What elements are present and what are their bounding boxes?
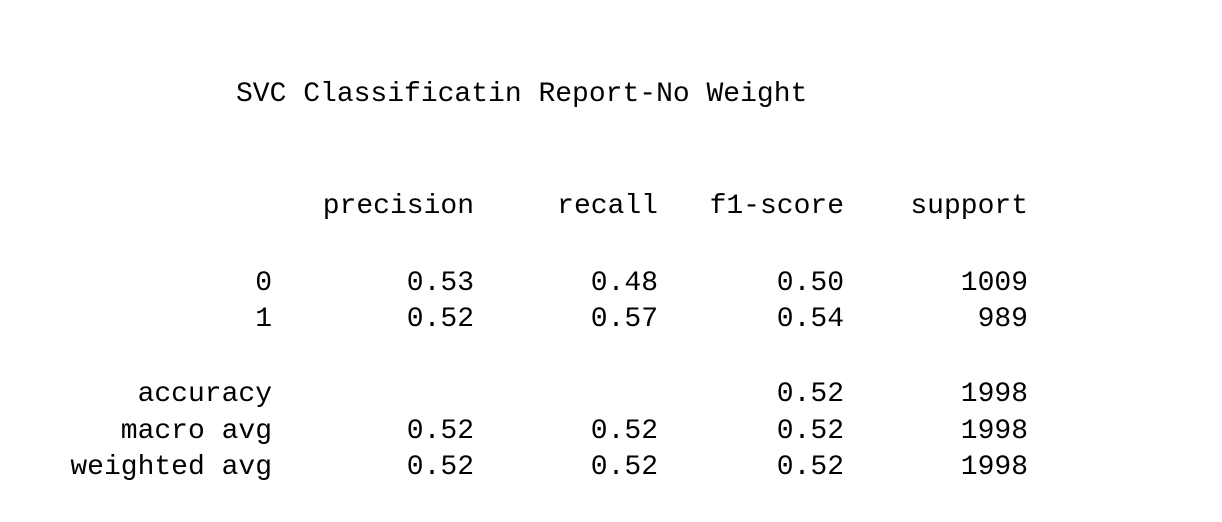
cell-precision: 0.53 [406, 268, 474, 299]
row-label: 0 [255, 268, 272, 299]
cell-f1-score: 0.52 [776, 379, 844, 410]
cell-f1-score: 0.54 [776, 304, 844, 335]
cell-support: 1998 [960, 379, 1028, 410]
cell-f1-score: 0.50 [776, 268, 844, 299]
cell-support: 1009 [960, 268, 1028, 299]
row-label: accuracy [137, 379, 272, 410]
cell-recall: 0.48 [590, 268, 658, 299]
cell-f1-score: 0.52 [776, 452, 844, 483]
row-label: macro avg [120, 416, 272, 447]
cell-precision: 0.52 [406, 416, 474, 447]
cell-recall: 0.52 [590, 416, 658, 447]
header-support: support [910, 191, 1028, 222]
cell-f1-score: 0.52 [776, 416, 844, 447]
header-recall: recall [557, 191, 658, 222]
report-title: SVC Classificatin Report-No Weight [236, 79, 808, 110]
row-label: 1 [255, 304, 272, 335]
header-precision: precision [322, 191, 474, 222]
header-f1-score: f1-score [709, 191, 844, 222]
cell-support: 989 [977, 304, 1028, 335]
cell-recall: 0.52 [590, 452, 658, 483]
cell-support: 1998 [960, 452, 1028, 483]
cell-precision: 0.52 [406, 452, 474, 483]
row-label: weighted avg [70, 452, 272, 483]
cell-recall: 0.57 [590, 304, 658, 335]
cell-precision: 0.52 [406, 304, 474, 335]
cell-support: 1998 [960, 416, 1028, 447]
